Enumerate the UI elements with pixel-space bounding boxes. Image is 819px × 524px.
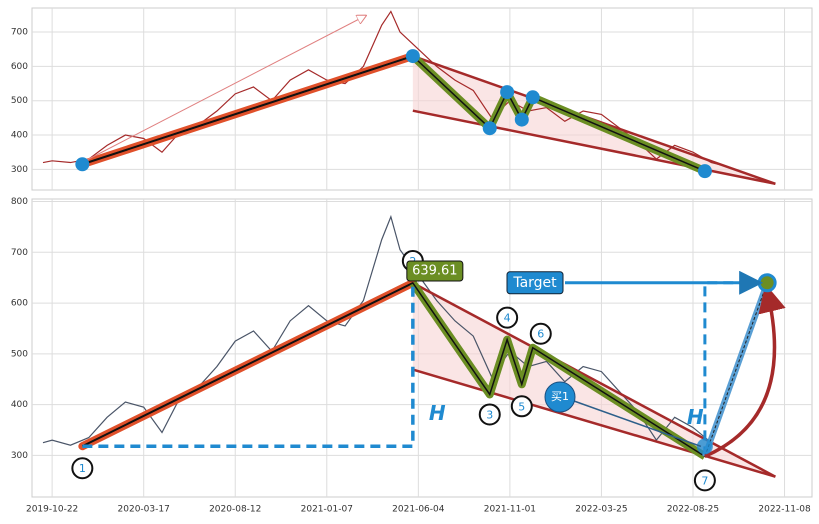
pattern-point-badge bbox=[71, 457, 94, 480]
projection-arrow bbox=[86, 16, 365, 161]
target-box bbox=[506, 271, 564, 295]
projection-core bbox=[704, 282, 768, 457]
y-tick-label: 500 bbox=[11, 349, 28, 359]
y-tick-label: 400 bbox=[11, 400, 28, 410]
target-label: Target bbox=[512, 275, 557, 291]
pattern-point-label: 3 bbox=[486, 408, 493, 421]
pattern-point-label: 1 bbox=[79, 462, 86, 475]
target-point bbox=[757, 273, 777, 293]
x-tick-label: 2022-11-08 bbox=[758, 505, 811, 515]
value-label: 639.61 bbox=[412, 263, 458, 278]
pattern-point bbox=[405, 49, 420, 64]
y-tick-label: 700 bbox=[11, 248, 28, 258]
x-tick-label: 2020-08-12 bbox=[209, 505, 261, 515]
pattern-point bbox=[697, 164, 712, 179]
value-label-box bbox=[406, 260, 464, 282]
x-tick-label: 2019-10-22 bbox=[26, 505, 78, 515]
y-tick-label: 400 bbox=[11, 131, 28, 141]
pattern-point-badge bbox=[693, 469, 716, 492]
y-tick-label: 300 bbox=[11, 165, 28, 175]
x-tick-label: 2022-08-25 bbox=[667, 505, 719, 515]
buy-label: 买1 bbox=[551, 390, 569, 403]
pattern-point-badge bbox=[496, 306, 519, 329]
price-line bbox=[42, 214, 726, 451]
pattern-point-badge bbox=[510, 395, 533, 418]
x-tick-label: 2021-06-04 bbox=[392, 505, 445, 515]
pattern-point bbox=[696, 438, 713, 455]
pattern-point-label: 4 bbox=[504, 312, 511, 325]
buy-marker bbox=[544, 381, 576, 413]
pattern-point bbox=[75, 157, 90, 172]
x-tick-label: 2021-11-01 bbox=[484, 505, 536, 515]
y-tick-label: 800 bbox=[11, 197, 28, 207]
pattern-point-label: 6 bbox=[537, 328, 544, 341]
y-tick-label: 500 bbox=[11, 96, 28, 106]
y-tick-label: 300 bbox=[11, 451, 28, 461]
height-label: H bbox=[429, 401, 446, 425]
height-label: H bbox=[687, 405, 704, 429]
pattern-point-badge bbox=[529, 322, 552, 345]
height-guide bbox=[82, 282, 415, 448]
pattern-point-label: 7 bbox=[701, 474, 708, 487]
pattern-point bbox=[514, 112, 529, 127]
pattern-point-label: 5 bbox=[518, 400, 525, 413]
buy-connector bbox=[573, 400, 702, 448]
pattern-point-badge bbox=[478, 403, 501, 426]
pattern-point bbox=[482, 121, 497, 136]
y-tick-label: 600 bbox=[11, 62, 28, 72]
y-tick-label: 700 bbox=[11, 28, 28, 38]
pattern-point bbox=[525, 90, 540, 105]
upper-trendline bbox=[412, 281, 776, 478]
projection-arrow bbox=[704, 283, 786, 458]
x-tick-label: 2022-03-25 bbox=[575, 505, 627, 515]
pattern-point bbox=[500, 85, 515, 100]
lower-trendline bbox=[412, 368, 776, 478]
zigzag-core bbox=[82, 282, 706, 458]
y-tick-label: 600 bbox=[11, 299, 28, 309]
lower-trendline bbox=[412, 109, 776, 186]
x-tick-label: 2020-03-17 bbox=[118, 505, 170, 515]
x-tick-label: 2021-01-07 bbox=[301, 505, 353, 515]
